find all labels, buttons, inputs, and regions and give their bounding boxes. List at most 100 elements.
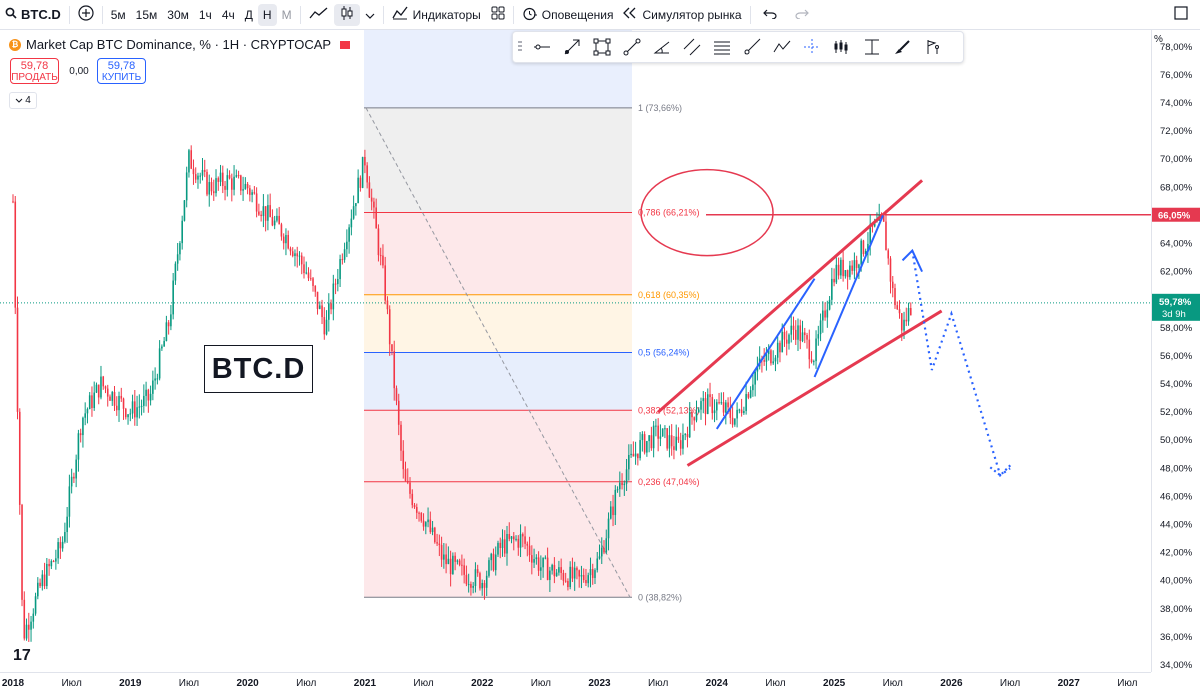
parallel-channel-tool[interactable]: [677, 33, 707, 61]
wave-line[interactable]: [813, 215, 884, 378]
price-axis[interactable]: 78,00% 76,00% 74,00% 72,00% 70,00% 68,00% 66,0…: [1151, 30, 1200, 672]
candle-body: [359, 177, 362, 188]
wave-line[interactable]: [901, 248, 923, 273]
chart-pane[interactable]: 1 (73,66%) 0,786 (66,21%) 0,618 (60,35%) 0,…: [0, 30, 1151, 672]
candle-body: [93, 392, 96, 408]
wave-line[interactable]: [715, 278, 816, 430]
angle-tool[interactable]: [647, 33, 677, 61]
candle-body: [702, 398, 705, 402]
candle-body: [458, 560, 461, 565]
fib-level-label: 0 (38,82%): [638, 592, 682, 602]
indicators-collapse-button[interactable]: 4: [9, 92, 37, 109]
ray-tool[interactable]: [737, 33, 767, 61]
candle-body: [397, 400, 400, 425]
interval-button[interactable]: М: [281, 7, 292, 22]
chart-text-annotation[interactable]: BTC.D: [204, 345, 313, 393]
price-range-tool[interactable]: [857, 33, 887, 61]
last-price-tag: [1152, 293, 1200, 321]
candles-chart-type-button[interactable]: [333, 3, 360, 26]
horizontal-ray-tool[interactable]: [527, 33, 557, 61]
price-scale-unit[interactable]: %: [1154, 34, 1163, 45]
interval-button[interactable]: 5м: [110, 7, 126, 22]
drag-handle[interactable]: [513, 33, 527, 61]
interval-button[interactable]: 4ч: [221, 7, 235, 22]
redo-button[interactable]: [786, 0, 818, 29]
wedge-upper-trendline[interactable]: [657, 179, 924, 414]
crosshair-tool[interactable]: [797, 33, 827, 61]
sell-button[interactable]: 59,78 ПРОДАТЬ: [10, 58, 59, 84]
add-symbol-icon: [78, 5, 94, 24]
indicators-button[interactable]: Индикаторы: [387, 0, 486, 29]
candle-body: [824, 310, 826, 318]
interval-button[interactable]: 15м: [135, 7, 158, 22]
candle-body: [111, 392, 114, 401]
candle-body: [456, 560, 459, 562]
rectangle-tool[interactable]: [587, 33, 617, 61]
candle-body: [803, 332, 806, 336]
candle-body: [812, 361, 815, 363]
layouts-button[interactable]: [486, 0, 510, 29]
interval-button[interactable]: Н: [257, 3, 277, 26]
candle-body: [630, 453, 632, 456]
interval-button[interactable]: Д: [244, 7, 253, 22]
interval-button[interactable]: 1ч: [198, 7, 212, 22]
candle-body: [34, 596, 37, 614]
candle-body: [860, 240, 862, 265]
candle-body: [846, 270, 849, 278]
wedge-lower-trendline[interactable]: [686, 309, 943, 467]
maximize-icon: [1174, 6, 1188, 23]
symbol-legend[interactable]: ₿ Market Cap BTC Dominance, % · 1H · CRY…: [9, 37, 351, 52]
candle-body: [244, 183, 247, 190]
candle-body: [463, 565, 465, 575]
candle-body: [650, 435, 653, 449]
undo-button[interactable]: [754, 0, 786, 29]
candle-body: [695, 412, 698, 421]
price-chart[interactable]: 1 (73,66%) 0,786 (66,21%) 0,618 (60,35%) 0,…: [0, 30, 1151, 672]
candle-body: [637, 453, 639, 459]
trend-line-tool[interactable]: [617, 33, 647, 61]
flag-mark-tool[interactable]: [917, 33, 947, 61]
path-tool[interactable]: [767, 33, 797, 61]
candle-body: [271, 217, 274, 226]
buy-button[interactable]: 59,78 КУПИТЬ: [97, 58, 146, 84]
brush-tool[interactable]: [887, 33, 917, 61]
candle-body: [199, 175, 202, 177]
candle-body: [346, 241, 348, 250]
replay-button[interactable]: Симулятор рынка: [618, 0, 746, 29]
fib-zone: [364, 352, 632, 411]
angle-icon: [653, 41, 670, 54]
candle-body: [156, 378, 159, 380]
alerts-button[interactable]: Оповещения: [517, 0, 619, 29]
candle-body: [799, 325, 802, 342]
fullscreen-button[interactable]: [1162, 0, 1200, 29]
candle-body: [819, 320, 822, 335]
tradingview-logo[interactable]: 17: [13, 647, 31, 664]
price-tick-label: 78,00%: [1160, 42, 1193, 53]
candle-body: [179, 243, 181, 255]
candle-body: [203, 169, 206, 172]
symbol-search[interactable]: BTC.D: [0, 0, 66, 29]
candle-body: [418, 512, 420, 514]
line-chart-type-button[interactable]: [304, 0, 334, 29]
flag-icon[interactable]: [340, 40, 351, 49]
circle-annotation[interactable]: [640, 168, 774, 257]
candle-body: [267, 205, 269, 221]
projection-path[interactable]: [911, 250, 1011, 478]
indicators-label: Индикаторы: [412, 7, 481, 22]
fib-trend-line[interactable]: [365, 107, 631, 598]
arrow-tool[interactable]: [557, 33, 587, 61]
candle-body: [84, 413, 86, 418]
fib-retracement-tool[interactable]: [707, 33, 737, 61]
candle-body: [154, 378, 156, 381]
candle-body: [540, 567, 542, 571]
bars-pattern-tool[interactable]: [827, 33, 857, 61]
candle-body: [772, 361, 774, 364]
candle-body: [388, 309, 391, 345]
price-tick-label: 74,00%: [1160, 98, 1193, 109]
chart-type-dropdown[interactable]: [360, 0, 380, 29]
interval-button[interactable]: 30м: [167, 7, 189, 22]
time-axis[interactable]: 2018 Июл 2019 Июл 2020 Июл 2021 Июл 2022 Июл 2023 И…: [0, 672, 1151, 690]
compare-button[interactable]: [73, 0, 99, 29]
candle-body: [364, 156, 366, 166]
candle-body: [490, 553, 493, 561]
